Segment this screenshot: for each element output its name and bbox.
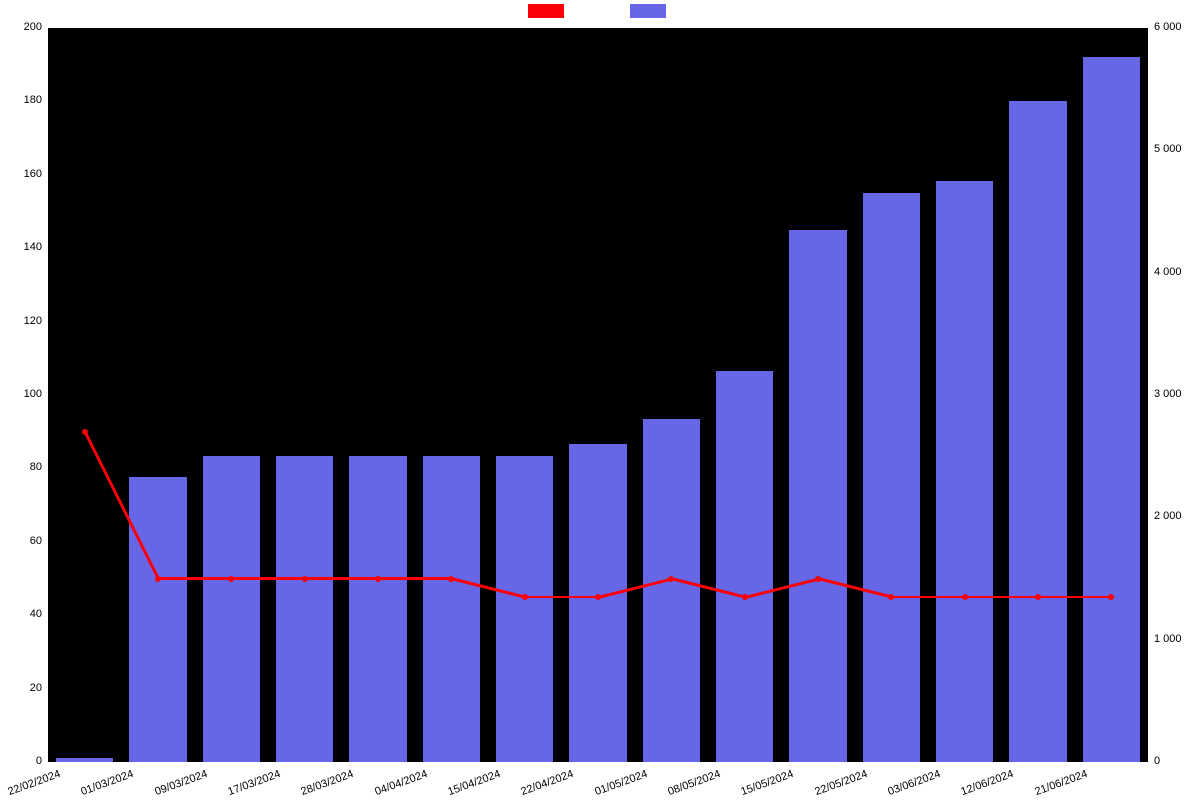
combo-chart: 0 20 40 60 80 100 120 140 160 180 200 0 1 000 2 000 3… [0,0,1200,800]
x-axis-tick-label: 01/05/2024 [579,768,649,803]
legend [0,4,1200,18]
line-marker [1035,594,1041,600]
plot-area [48,28,1148,762]
line-marker [1108,594,1114,600]
line-marker [815,576,821,582]
bar [1083,57,1140,762]
x-axis-tick-label: 22/04/2024 [506,768,576,803]
line-marker [155,576,161,582]
bar [1009,101,1066,762]
x-axis-tick-label: 22/02/2024 [0,768,62,803]
x-axis-tick-label: 22/05/2024 [799,768,869,803]
left-axis-tick-label: 0 [36,755,42,767]
line-marker [448,576,454,582]
x-axis-tick-label: 04/04/2024 [359,768,429,803]
line-marker [595,594,601,600]
line-marker [888,594,894,600]
line-marker [302,576,308,582]
x-axis-tick-label: 17/03/2024 [212,768,282,803]
legend-item-line [528,4,570,18]
left-axis-tick-label: 180 [24,94,42,106]
bar [569,444,626,762]
right-axis-tick-label: 2 000 [1154,510,1182,522]
line-segment [1038,596,1111,599]
x-axis-tick-label: 28/03/2024 [286,768,356,803]
right-axis-tick-label: 5 000 [1154,143,1182,155]
left-axis-tick-label: 60 [30,535,42,547]
line-marker [962,594,968,600]
right-axis-tick-label: 4 000 [1154,266,1182,278]
x-axis-tick-label: 21/06/2024 [1019,768,1089,803]
x-axis-tick-label: 08/05/2024 [652,768,722,803]
legend-swatch-bar [630,4,666,18]
bar [349,456,406,762]
bar [203,456,260,762]
line-marker [742,594,748,600]
line-marker [82,429,88,435]
x-axis-tick-label: 03/06/2024 [872,768,942,803]
x-axis-tick-label: 12/06/2024 [946,768,1016,803]
left-axis-tick-label: 100 [24,388,42,400]
left-axis-tick-label: 20 [30,682,42,694]
bar [936,181,993,762]
line-marker [668,576,674,582]
x-axis-tick-label: 09/03/2024 [139,768,209,803]
bar [863,193,920,762]
line-marker [522,594,528,600]
bar [789,230,846,762]
line-marker [375,576,381,582]
bar [496,456,553,762]
right-axis-tick-label: 3 000 [1154,388,1182,400]
right-axis-tick-label: 1 000 [1154,633,1182,645]
line-segment [965,596,1038,599]
left-axis-tick-label: 120 [24,315,42,327]
bar [643,419,700,762]
left-axis-tick-label: 200 [24,21,42,33]
line-segment [305,577,378,580]
right-axis-tick-label: 0 [1154,755,1160,767]
x-axis-tick-label: 01/03/2024 [66,768,136,803]
bar [56,758,113,762]
legend-item-bar [630,4,672,18]
legend-swatch-line [528,4,564,18]
line-marker [228,576,234,582]
left-axis-tick-label: 40 [30,608,42,620]
line-segment [158,577,231,580]
line-segment [525,596,598,599]
left-axis-tick-label: 160 [24,168,42,180]
x-axis-tick-label: 15/04/2024 [432,768,502,803]
line-segment [378,577,451,580]
right-axis-tick-label: 6 000 [1154,21,1182,33]
line-segment [231,577,304,580]
left-axis-tick-label: 80 [30,461,42,473]
bar [129,477,186,762]
x-axis-tick-label: 15/05/2024 [726,768,796,803]
line-segment [891,596,964,599]
bar [716,371,773,762]
bar [276,456,333,762]
left-axis-tick-label: 140 [24,241,42,253]
bar [423,456,480,762]
